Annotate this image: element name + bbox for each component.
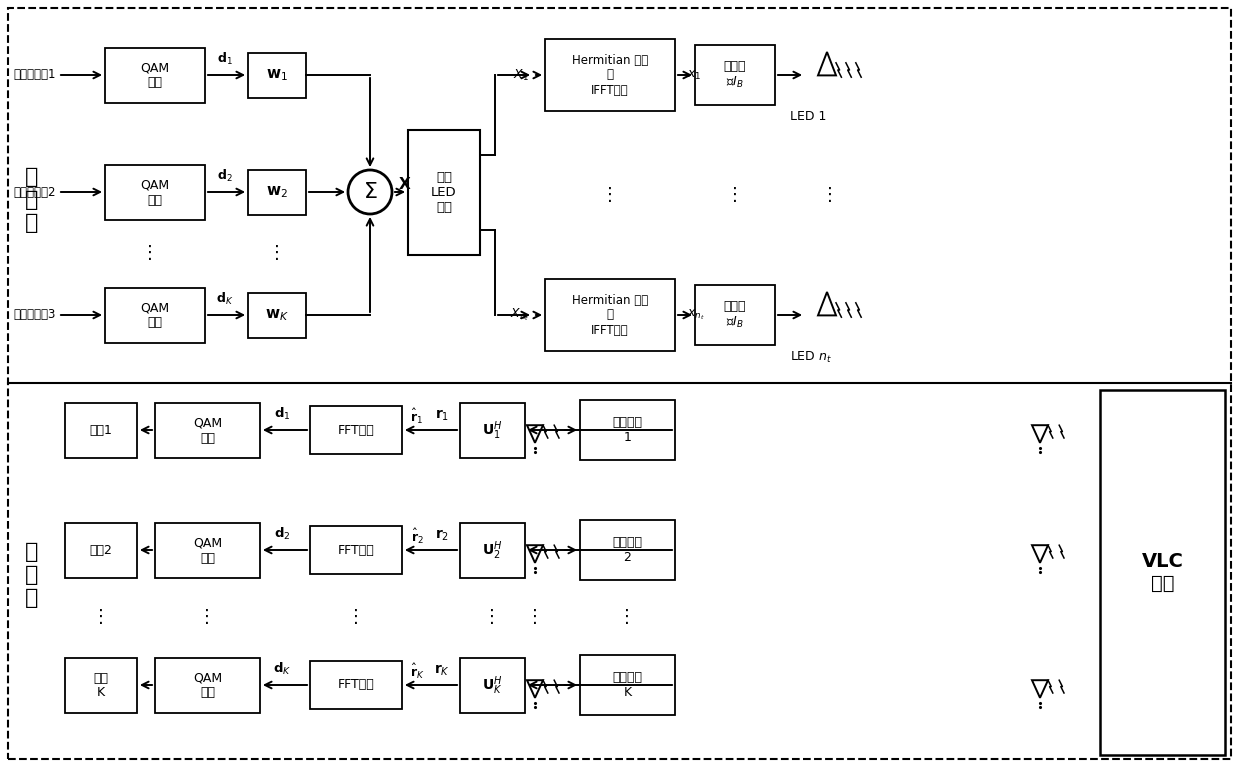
- Bar: [105, 48, 204, 103]
- Text: LED $n_t$: LED $n_t$: [790, 350, 833, 364]
- Bar: [580, 655, 675, 715]
- Text: VLC
信道: VLC 信道: [1141, 552, 1183, 593]
- Text: $\hat{\mathbf{r}}_1$: $\hat{\mathbf{r}}_1$: [410, 407, 424, 426]
- Bar: [695, 285, 776, 345]
- Text: 用户2: 用户2: [89, 544, 113, 557]
- Bar: [460, 403, 525, 458]
- Bar: [310, 661, 401, 709]
- Bar: [580, 520, 675, 580]
- Text: $\Sigma$: $\Sigma$: [363, 182, 378, 202]
- Text: ⋮: ⋮: [347, 608, 366, 627]
- Text: $\mathbf{r}_2$: $\mathbf{r}_2$: [435, 527, 449, 543]
- Text: ⋮: ⋮: [821, 186, 839, 204]
- Text: 直流偏
置$I_B$: 直流偏 置$I_B$: [724, 60, 746, 91]
- Text: ⋮: ⋮: [198, 608, 216, 627]
- Text: $\mathbf{r}_K$: $\mathbf{r}_K$: [434, 662, 450, 678]
- Text: 光接收机
2: 光接收机 2: [612, 536, 643, 564]
- Text: QAM
调制: QAM 调制: [140, 61, 170, 90]
- Text: ⋮: ⋮: [601, 186, 620, 204]
- Text: $\mathbf{d}_1$: $\mathbf{d}_1$: [274, 406, 290, 422]
- Text: $\mathbf{U}_K^H$: $\mathbf{U}_K^H$: [482, 674, 503, 696]
- Text: $\hat{\mathbf{r}}_K$: $\hat{\mathbf{r}}_K$: [410, 661, 424, 680]
- Text: $\mathbf{w}_1$: $\mathbf{w}_1$: [266, 67, 287, 84]
- Bar: [64, 523, 138, 578]
- Bar: [155, 658, 260, 713]
- Text: $x_{n_t}$: $x_{n_t}$: [686, 308, 705, 322]
- Bar: [64, 403, 138, 458]
- Text: $\mathbf{d}_K$: $\mathbf{d}_K$: [217, 291, 234, 307]
- Text: QAM
调制: QAM 调制: [140, 301, 170, 330]
- Text: 发
送
端: 发 送 端: [25, 166, 38, 233]
- Bar: [545, 279, 675, 351]
- Text: 光接收机
1: 光接收机 1: [612, 416, 643, 444]
- Text: ⋮: ⋮: [527, 608, 544, 627]
- Text: $\mathbf{d}_2$: $\mathbf{d}_2$: [217, 168, 233, 184]
- Bar: [248, 53, 306, 98]
- Bar: [248, 293, 306, 338]
- Text: ⋮: ⋮: [268, 245, 286, 262]
- Bar: [545, 39, 675, 111]
- Bar: [460, 658, 525, 713]
- Text: QAM
解调: QAM 解调: [193, 416, 222, 445]
- Text: ⋮: ⋮: [483, 608, 501, 627]
- Text: $\mathbf{w}_K$: $\mathbf{w}_K$: [265, 308, 289, 324]
- Text: 用户比特流2: 用户比特流2: [14, 186, 56, 199]
- Bar: [64, 658, 138, 713]
- Text: $\mathbf{r}_1$: $\mathbf{r}_1$: [435, 407, 449, 423]
- Bar: [105, 288, 204, 343]
- Bar: [310, 526, 401, 574]
- Text: Hermitian 对称
和
IFFT变换: Hermitian 对称 和 IFFT变换: [572, 294, 648, 337]
- Text: 直流偏
置$I_B$: 直流偏 置$I_B$: [724, 300, 746, 330]
- Bar: [408, 130, 479, 255]
- Bar: [155, 523, 260, 578]
- Text: 用户比特流3: 用户比特流3: [14, 308, 56, 321]
- Text: $\mathbf{d}_K$: $\mathbf{d}_K$: [273, 661, 291, 677]
- Bar: [248, 170, 306, 215]
- Text: 工作
LED
选择: 工作 LED 选择: [431, 171, 457, 214]
- Text: QAM
解调: QAM 解调: [193, 671, 222, 700]
- Text: ⋮: ⋮: [618, 608, 636, 627]
- Text: 用户
K: 用户 K: [93, 671, 109, 700]
- Text: $\mathbf{U}_2^H$: $\mathbf{U}_2^H$: [482, 539, 503, 561]
- Bar: [580, 400, 675, 460]
- Text: 用户1: 用户1: [89, 424, 113, 437]
- Text: $\mathbf{d}_1$: $\mathbf{d}_1$: [217, 51, 233, 67]
- Text: FFT变换: FFT变换: [337, 423, 374, 436]
- Text: $x_1$: $x_1$: [686, 68, 701, 81]
- Text: ⋮: ⋮: [141, 245, 159, 262]
- Text: $\mathbf{U}_1^H$: $\mathbf{U}_1^H$: [482, 420, 503, 442]
- Bar: [155, 403, 260, 458]
- Text: QAM
调制: QAM 调制: [140, 179, 170, 206]
- Text: $X_{n_t}$: $X_{n_t}$: [509, 307, 529, 323]
- Text: FFT变换: FFT变换: [337, 544, 374, 557]
- Text: $\hat{\mathbf{r}}_2$: $\hat{\mathbf{r}}_2$: [410, 526, 424, 545]
- Text: $\mathbf{d}_2$: $\mathbf{d}_2$: [274, 526, 290, 542]
- Text: $X_1$: $X_1$: [513, 67, 529, 83]
- Text: $\mathbf{w}_2$: $\mathbf{w}_2$: [266, 185, 287, 200]
- Text: QAM
解调: QAM 解调: [193, 536, 222, 565]
- Bar: [695, 45, 776, 105]
- Text: $\mathbf{X}$: $\mathbf{X}$: [398, 176, 411, 192]
- Text: LED 1: LED 1: [790, 110, 826, 123]
- Text: ⋮: ⋮: [92, 608, 110, 627]
- Text: 接
收
端: 接 收 端: [25, 542, 38, 608]
- Bar: [310, 406, 401, 454]
- Bar: [460, 523, 525, 578]
- Text: Hermitian 对称
和
IFFT变换: Hermitian 对称 和 IFFT变换: [572, 54, 648, 97]
- Text: FFT变换: FFT变换: [337, 679, 374, 692]
- Bar: [1100, 390, 1225, 755]
- Text: ⋮: ⋮: [726, 186, 743, 204]
- Text: 光接收机
K: 光接收机 K: [612, 671, 643, 699]
- Bar: [105, 165, 204, 220]
- Text: 用户比特流1: 用户比特流1: [14, 68, 56, 81]
